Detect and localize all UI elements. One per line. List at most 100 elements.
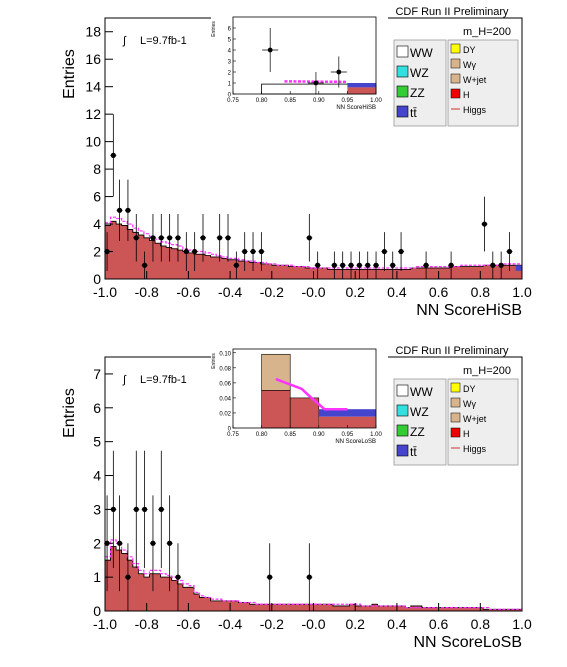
legend-swatch <box>396 424 409 437</box>
panel-bottom: 0 1 2 3 4 5 6 7 -1.0 -0.8 -0.6 -0.4 -0.2 -0.0 0.2 0.4 0.… <box>61 345 532 651</box>
chart-title: CDF Run II Preliminary <box>395 345 509 357</box>
data-point <box>183 248 189 255</box>
data-point <box>306 574 312 580</box>
inset-tt-bar <box>347 83 376 88</box>
inset-bar <box>318 416 376 428</box>
inset-y-tick-label: 5 <box>228 38 232 44</box>
inset-bar <box>261 390 291 429</box>
inset-wjet-bar <box>261 353 291 391</box>
inset-frame <box>232 16 377 95</box>
data-point <box>116 207 123 213</box>
inset-y-tick-label: 6 <box>228 27 232 33</box>
x-tick-label: 0.8 <box>471 284 491 300</box>
legend-label: tt̄ <box>410 445 417 459</box>
inset-bar <box>347 87 376 94</box>
signal-line <box>105 539 522 610</box>
inset-y-tick-label: 0.04 <box>219 396 231 402</box>
data-point <box>398 248 404 255</box>
x-tick-label: -0.2 <box>260 284 284 300</box>
legend-label: Higgs <box>463 444 487 454</box>
inset-tt-bar <box>318 409 376 417</box>
data-point <box>110 152 116 158</box>
data-point <box>315 262 321 268</box>
inset-x-tick-label: 0.80 <box>256 98 268 104</box>
mass-label: m_H=200 <box>463 26 511 38</box>
data-point <box>192 248 198 255</box>
inset-x-tick-label: 0.90 <box>313 98 325 104</box>
x-tick-label: -0.2 <box>260 616 284 632</box>
legend-swatch <box>396 65 409 78</box>
legend-label: H <box>463 429 470 439</box>
data-point <box>340 262 346 268</box>
background-histogram <box>104 546 523 612</box>
inset-y-tick-label: 1 <box>228 82 232 88</box>
inset-data-point <box>313 80 319 86</box>
data-point <box>498 262 504 268</box>
x-tick-label: 1.0 <box>512 616 532 632</box>
inset-y-tick-label: 2 <box>228 71 232 77</box>
inset-x-tick-label: 0.85 <box>284 432 296 438</box>
inset-frame <box>232 348 377 429</box>
inset-x-tick-label: 0.90 <box>313 432 325 438</box>
data-point <box>242 248 248 255</box>
x-tick-label: -0.8 <box>135 284 159 300</box>
inset-y-tick-label: 0.10 <box>219 351 231 357</box>
y-tick-label: 10 <box>85 134 101 150</box>
integral-sign: ∫ <box>122 374 127 386</box>
y-tick-label: 0 <box>93 603 101 619</box>
x-tick-label: -0.0 <box>301 284 325 300</box>
background-histogram <box>104 220 523 280</box>
data-point <box>373 262 379 268</box>
integral-sign: ∫ <box>122 35 127 47</box>
data-point <box>267 574 273 580</box>
x-tick-label: -0.4 <box>218 284 242 300</box>
inset-y-axis-title: Entries <box>211 21 217 37</box>
data-point <box>381 248 387 255</box>
legend-label: Wγ <box>463 399 476 409</box>
legend-swatch <box>450 412 461 423</box>
inset-x-tick-label: 0.80 <box>256 432 268 438</box>
x-tick-label: -1.0 <box>93 616 117 632</box>
y-tick-label: 8 <box>93 161 101 177</box>
x-axis-title: NN ScoreHiSB <box>416 302 522 319</box>
x-tick-label: 0.2 <box>345 284 365 300</box>
data-point <box>142 262 148 268</box>
data-point <box>331 262 337 268</box>
legend-label: ZZ <box>410 425 425 439</box>
data-point <box>365 262 371 268</box>
data-point <box>348 262 354 268</box>
legend-label: DY <box>463 384 476 394</box>
x-tick-label: 0.4 <box>387 616 407 632</box>
data-point <box>133 506 139 512</box>
inset-y-tick-label: 0.06 <box>219 381 231 387</box>
inset-x-tick-label: 0.75 <box>227 432 239 438</box>
inset-x-axis-title: NN ScoreLoSB <box>335 439 376 445</box>
y-tick-label: 1 <box>93 569 101 585</box>
legend-label: WW <box>410 385 433 399</box>
inset-y-tick-label: 0.02 <box>219 411 231 417</box>
inset-x-tick-label: 1.00 <box>370 432 382 438</box>
data-point <box>175 574 181 580</box>
x-tick-label: 0.4 <box>387 284 407 300</box>
y-tick-label: 0 <box>93 271 101 287</box>
legend-swatch <box>450 382 461 393</box>
inset-y-tick-label: 0.08 <box>219 366 231 372</box>
inset-data-point <box>336 69 342 75</box>
y-tick-label: 6 <box>93 400 101 416</box>
y-tick-label: 12 <box>85 106 101 122</box>
data-point <box>423 262 429 268</box>
x-tick-label: 0.8 <box>471 616 491 632</box>
legend-label: Wγ <box>463 60 476 70</box>
luminosity-label: L=9.7fb-1 <box>140 374 187 386</box>
data-point <box>490 262 496 268</box>
data-point <box>167 235 173 241</box>
data-point <box>217 235 223 241</box>
data-point <box>448 262 454 268</box>
luminosity-label: L=9.7fb-1 <box>140 35 187 47</box>
x-tick-label: -0.8 <box>135 616 159 632</box>
data-point <box>306 235 312 241</box>
y-tick-label: 16 <box>85 51 101 67</box>
data-point <box>158 235 164 241</box>
legend-label: DY <box>463 45 476 55</box>
inset-y-tick-label: 4 <box>228 49 232 55</box>
